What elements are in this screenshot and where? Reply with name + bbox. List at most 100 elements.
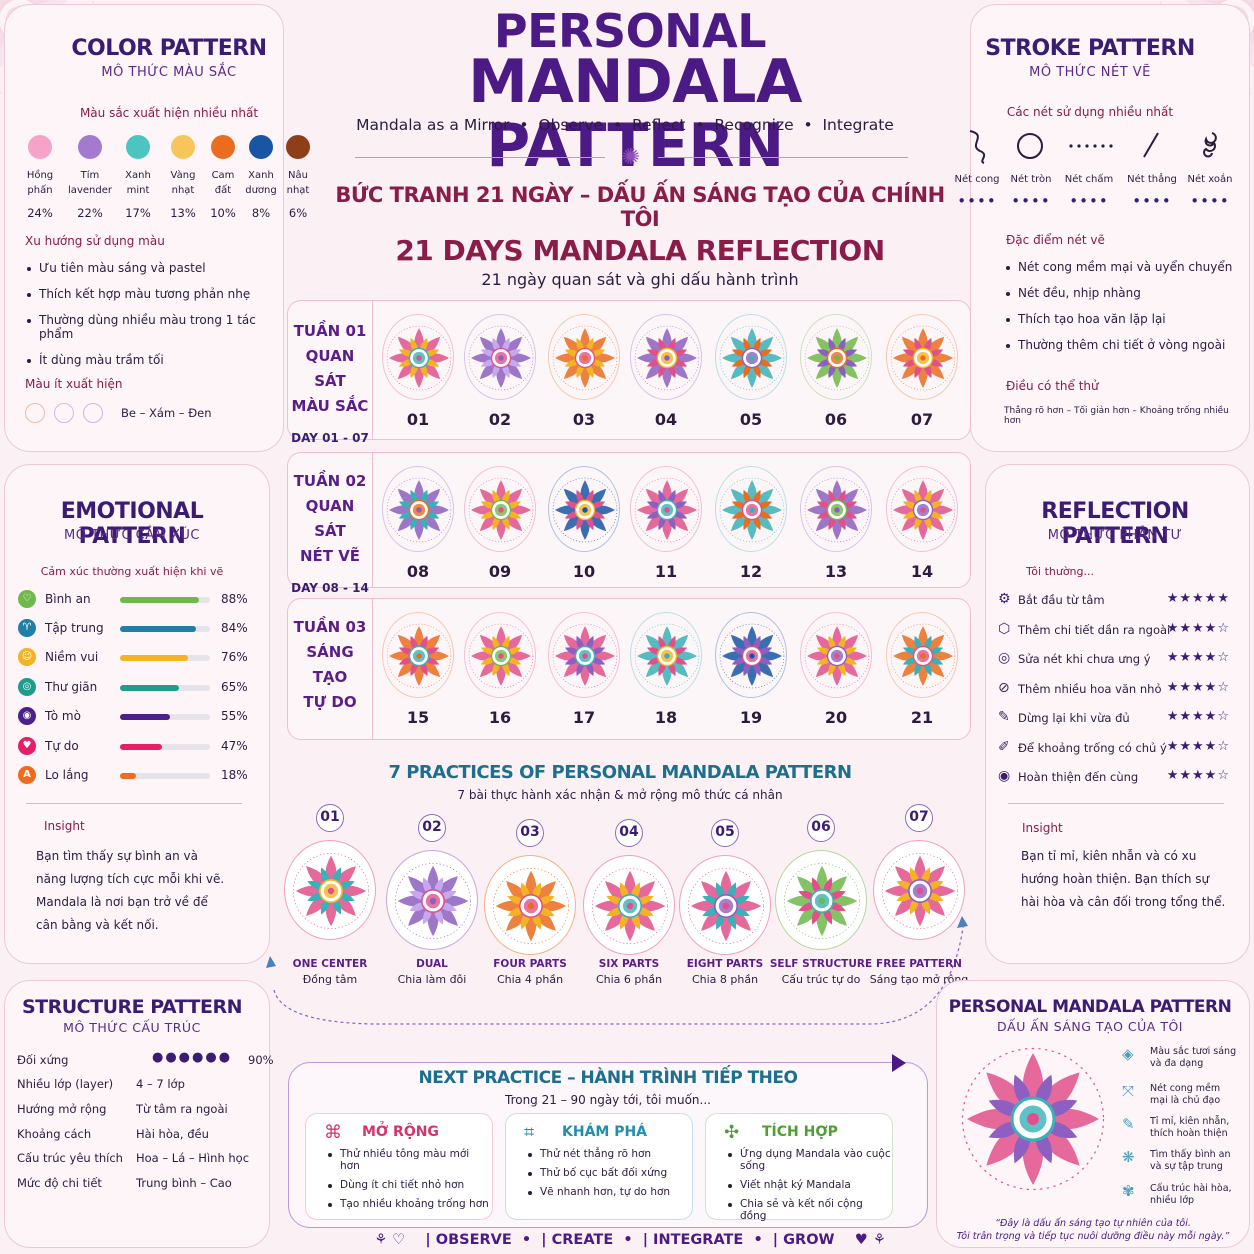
structure-key: Hướng mở rộng: [17, 1102, 107, 1116]
summary-icon: ✾: [1122, 1182, 1135, 1200]
stroke-dots: ••••: [957, 192, 997, 210]
day-mandala[interactable]: [382, 314, 454, 400]
reflection-row: ⬡ Thêm chi tiết dần ra ngoài ★★★★☆: [998, 621, 1230, 641]
star-rating: ★★★★☆: [1166, 768, 1230, 783]
day-mandala[interactable]: [464, 612, 536, 698]
emotional-title: EMOTIONAL PATTERN: [60, 499, 204, 549]
day-mandala[interactable]: [548, 612, 620, 698]
day-mandala[interactable]: [886, 466, 958, 552]
color-swatch: [249, 135, 273, 159]
practice-desc: Đồng tâm: [302, 973, 358, 986]
emotion-label: Tự do: [45, 739, 79, 753]
reflection-icon: ✐: [998, 739, 1010, 755]
day-number: 04: [654, 410, 678, 429]
stroke-icons: [969, 130, 1217, 164]
reflection-icon: ⊘: [998, 680, 1010, 696]
emotion-label: Thư giãn: [45, 680, 98, 694]
structure-value: Từ tâm ra ngoài: [136, 1102, 228, 1116]
header-divider: [355, 157, 605, 158]
practice-mandala[interactable]: [386, 850, 478, 950]
summary-icon: ◈: [1122, 1045, 1134, 1063]
day-number: 05: [739, 410, 763, 429]
stroke-pattern-panel: [970, 4, 1250, 452]
day-mandala[interactable]: [382, 466, 454, 552]
practice-mandala[interactable]: [484, 855, 576, 955]
next-box-title: KHÁM PHÁ: [562, 1124, 648, 1140]
day-mandala[interactable]: [800, 314, 872, 400]
quote-line: “Đây là dấu ấn sáng tạo tự nhiên của tôi…: [995, 1218, 1191, 1229]
day-mandala[interactable]: [548, 314, 620, 400]
swatch-percent: 13%: [170, 206, 196, 220]
next-subtitle: Trong 21 – 90 ngày tới, tôi muốn...: [505, 1093, 711, 1107]
practice-mandala[interactable]: [284, 840, 376, 940]
practice-number: 05: [711, 819, 739, 847]
day-number: 15: [406, 708, 430, 727]
structure-value: Hài hòa, đều: [136, 1127, 209, 1141]
day-mandala[interactable]: [548, 466, 620, 552]
reflection-row: ⊘ Thêm nhiều hoa văn nhỏ ★★★★☆: [998, 680, 1230, 700]
emotion-bar-fill: [120, 714, 170, 720]
week-label: TUẦN 02 QUAN SÁT NÉT VẼ DAY 08 - 14: [288, 453, 373, 595]
practice-label: FREE PATTERN Sáng tạo mở rộng: [865, 958, 973, 986]
next-box-icon: ✣: [724, 1122, 740, 1143]
day-mandala[interactable]: [800, 466, 872, 552]
week-label-line: TUẦN 03: [293, 618, 367, 636]
structure-subtitle: MÔ THỨC CẤU TRÚC: [63, 1020, 201, 1035]
day-mandala[interactable]: [715, 314, 787, 400]
list-item: Thử nét thẳng rõ hơn: [528, 1148, 692, 1160]
day-mandala[interactable]: [886, 612, 958, 698]
emotion-row: ♡ Bình an 88%: [18, 590, 248, 610]
emotion-icon: ◎: [18, 678, 36, 696]
day-number: 09: [488, 562, 512, 581]
day-mandala[interactable]: [464, 314, 536, 400]
reflection-row: ✐ Để khoảng trống có chủ ý ★★★★☆: [998, 739, 1230, 759]
color-pattern-title: COLOR PATTERN: [71, 36, 267, 61]
emotion-bar: [120, 597, 210, 603]
reflection-subtitle: MÔ THỨC PHẢN TƯ: [1047, 528, 1183, 543]
swatch-name: Cam: [211, 170, 235, 181]
emotion-percent: 18%: [221, 768, 248, 782]
practice-desc: Chia 8 phần: [691, 973, 759, 986]
day-mandala[interactable]: [630, 314, 702, 400]
practice-mandala[interactable]: [775, 850, 867, 950]
structure-value: Trung bình – Cao: [136, 1176, 232, 1190]
reflection-icon: ◎: [998, 650, 1011, 666]
practice-number: 01: [316, 804, 344, 832]
emotion-icon: ♈: [18, 619, 36, 637]
week-label-line: TỰ DO: [303, 693, 357, 711]
star-rating: ★★★★★: [1166, 591, 1230, 606]
day-mandala[interactable]: [715, 612, 787, 698]
insight-text: Bạn tỉ mỉ, kiên nhẫn và có xu hướng hoàn…: [1021, 849, 1226, 909]
practice-mandala[interactable]: [873, 840, 965, 940]
day-number: 16: [488, 708, 512, 727]
emotion-percent: 65%: [221, 680, 248, 694]
day-mandala[interactable]: [715, 466, 787, 552]
list-item: Viết nhật ký Mandala: [728, 1179, 892, 1191]
practice-name: SIX PARTS: [598, 958, 660, 970]
list-item: Ứng dụng Mandala vào cuộc sống: [728, 1148, 892, 1172]
list-item: Ít dùng màu trầm tối: [25, 353, 285, 367]
day-mandala[interactable]: [800, 612, 872, 698]
day-mandala[interactable]: [382, 612, 454, 698]
emotion-icon: ♥: [18, 737, 36, 755]
practice-desc: Sáng tạo mở rộng: [869, 973, 969, 986]
color-pattern-subtitle: MÔ THỨC MÀU SẮC: [101, 65, 237, 80]
spiral-stroke-icon: [1203, 132, 1217, 158]
reflection-label: Sửa nét khi chưa ưng ý: [1018, 652, 1151, 666]
swatch-name: nhạt: [286, 185, 310, 196]
practice-mandala[interactable]: [583, 855, 675, 955]
dot-stroke-icon: [1069, 144, 1113, 148]
feature-list: Nét cong mềm mại và uyển chuyển Nét đều,…: [1004, 260, 1244, 362]
try-text: Thẳng rõ hơn – Tối giản hơn – Khoảng trố…: [1004, 406, 1229, 426]
day-mandala[interactable]: [630, 466, 702, 552]
emotion-row: ♥ Tự do 47%: [18, 737, 248, 757]
emotion-percent: 76%: [221, 650, 248, 664]
day-mandala[interactable]: [464, 466, 536, 552]
emotion-bar: [120, 655, 210, 661]
day-mandala[interactable]: [886, 314, 958, 400]
emotion-bar: [120, 714, 210, 720]
star-rating: ★★★★☆: [1166, 621, 1230, 636]
practice-mandala[interactable]: [679, 855, 771, 955]
rare-heading: Màu ít xuất hiện: [25, 377, 123, 391]
day-mandala[interactable]: [630, 612, 702, 698]
